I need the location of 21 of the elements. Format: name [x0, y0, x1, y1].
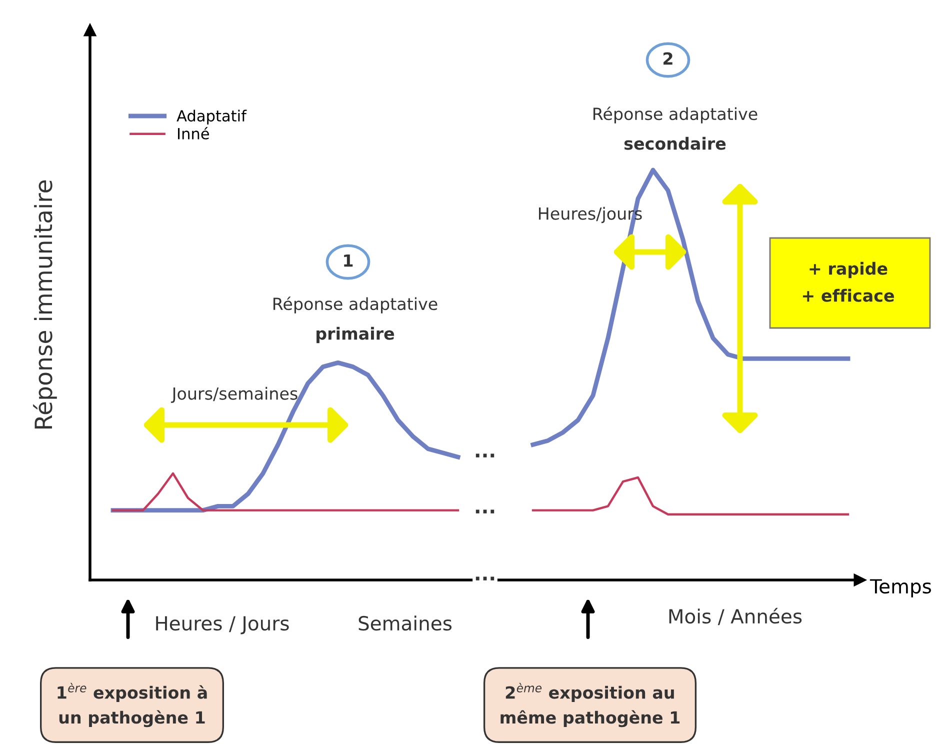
- text: Mois / Années: [669, 608, 802, 626]
- text: Réponse adaptative: [593, 106, 758, 124]
- text: Semaines: [358, 616, 452, 631]
- annotation: primaire: [316, 326, 394, 344]
- annotation: 1: [344, 254, 353, 267]
- text: 1$^{ère}$ exposition à un pathogène 1: [58, 682, 207, 728]
- annotation: + rapide: [810, 262, 888, 278]
- x-axis-title: Temps: [870, 579, 931, 598]
- text: 2: [664, 52, 672, 65]
- legend-label: Adaptatif: [176, 110, 247, 125]
- text: secondaire: [624, 136, 726, 150]
- annotation: Réponse adaptative: [273, 296, 438, 314]
- annotation: Jours/semaines: [170, 386, 298, 403]
- annotation: ...: [476, 576, 494, 580]
- annotation: ...: [476, 454, 494, 458]
- text: Heures / Jours: [156, 616, 289, 634]
- y-axis-title: Réponse immunitaire: [33, 180, 57, 428]
- annotation: ...: [476, 510, 494, 514]
- text: 2$^{ème}$ exposition au même pathogène 1: [500, 682, 680, 728]
- annotation: + efficace: [802, 288, 894, 302]
- legend-label: Inné: [178, 126, 209, 140]
